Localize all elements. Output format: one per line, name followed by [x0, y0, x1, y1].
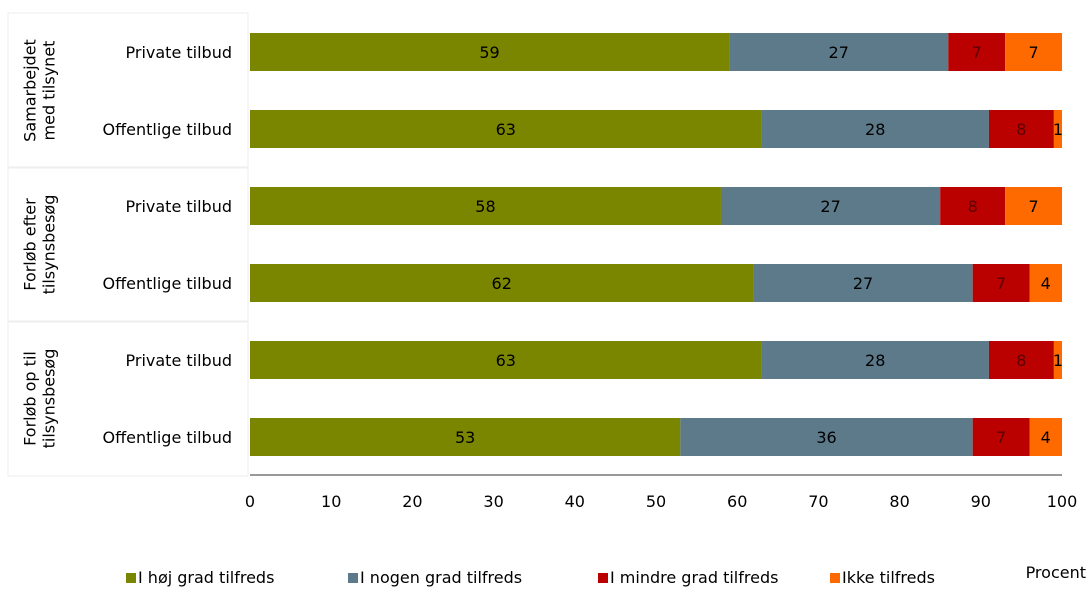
bar-segment — [948, 33, 1006, 71]
bar-segment — [250, 33, 730, 71]
legend-label: I mindre grad tilfreds — [610, 568, 778, 587]
row-label: Offentlige tilbud — [103, 274, 232, 293]
bar-segment — [1029, 264, 1062, 302]
bar-segment — [940, 187, 1006, 225]
x-tick-label: 50 — [646, 492, 666, 511]
bar-segment — [250, 264, 754, 302]
x-tick-label: 80 — [889, 492, 909, 511]
data-label: 1 — [1053, 351, 1063, 370]
group-label-line: tilsynsbesøg — [40, 195, 59, 295]
row-label: Private tilbud — [126, 197, 232, 216]
bar-segment — [250, 418, 681, 456]
group-label-line: med tilsynet — [40, 41, 59, 141]
data-label: 4 — [1041, 274, 1051, 293]
bar-segment — [753, 264, 973, 302]
data-label: 53 — [455, 428, 475, 447]
x-tick-label: 10 — [321, 492, 341, 511]
data-label: 27 — [820, 197, 840, 216]
x-axis-title: Procent — [1026, 563, 1086, 582]
bar-segment — [761, 110, 989, 148]
legend-swatch — [598, 573, 608, 583]
bar-segment — [972, 264, 1030, 302]
x-axis: 0 10 20 30 40 50 60 70 80 90 100 — [245, 474, 1078, 511]
legend-swatch — [830, 573, 840, 583]
data-label: 8 — [1016, 120, 1026, 139]
bars: 59 27 7 7 63 28 8 1 58 27 8 7 62 27 7 4 63 28 8 1 53 36 7 4 — [250, 33, 1063, 456]
group-panel — [7, 166, 249, 323]
data-label: 36 — [816, 428, 836, 447]
data-label: 4 — [1041, 428, 1051, 447]
data-label: 58 — [475, 197, 495, 216]
bar-segment — [972, 418, 1030, 456]
x-tick-label: 60 — [727, 492, 747, 511]
data-label: 59 — [479, 43, 499, 62]
bar-segment — [1053, 341, 1062, 379]
bar-segment — [250, 110, 762, 148]
group-label: Samarbejdetmed tilsynet — [21, 39, 59, 142]
data-label: 62 — [492, 274, 512, 293]
bar-segment — [761, 341, 989, 379]
bar-segment — [250, 187, 721, 225]
group-label: Forløb op tiltilsynsbesøg — [21, 349, 59, 449]
bar-segment — [988, 341, 1054, 379]
data-label: 8 — [1016, 351, 1026, 370]
row-labels: Private tilbud Offentlige tilbud Private t… — [103, 43, 232, 447]
x-tick-label: 0 — [245, 492, 255, 511]
bar-segment — [988, 110, 1054, 148]
bar-segment — [680, 418, 973, 456]
row-label: Offentlige tilbud — [103, 120, 232, 139]
x-tick-label: 40 — [565, 492, 585, 511]
legend-label: I nogen grad tilfreds — [360, 568, 522, 587]
data-label: 27 — [853, 274, 873, 293]
bar-segment — [729, 33, 949, 71]
x-tick-label: 20 — [402, 492, 422, 511]
data-label: 28 — [865, 120, 885, 139]
group-label-line: Forløb op til — [21, 351, 40, 446]
legend-label: I høj grad tilfreds — [138, 568, 274, 587]
group-label-line: Forløb efter — [21, 198, 40, 291]
x-tick-label: 30 — [483, 492, 503, 511]
bar-segment — [1053, 110, 1062, 148]
x-tick-label: 70 — [808, 492, 828, 511]
bar-segment — [720, 187, 941, 225]
bar-segment — [1005, 187, 1062, 225]
row-label: Private tilbud — [126, 43, 232, 62]
group-panel — [7, 320, 249, 477]
legend-swatch — [348, 573, 358, 583]
data-label: 27 — [829, 43, 849, 62]
group-label: Forløb eftertilsynsbesøg — [21, 195, 59, 295]
x-tick-label: 100 — [1047, 492, 1078, 511]
data-label: 8 — [968, 197, 978, 216]
data-label: 7 — [1028, 43, 1038, 62]
data-label: 28 — [865, 351, 885, 370]
row-label: Offentlige tilbud — [103, 428, 232, 447]
row-label: Private tilbud — [126, 351, 232, 370]
x-tick-label: 90 — [971, 492, 991, 511]
data-label: 1 — [1053, 120, 1063, 139]
data-label: 63 — [496, 120, 516, 139]
bar-segment — [250, 341, 762, 379]
legend-label: Ikke tilfreds — [842, 568, 935, 587]
data-label: 7 — [996, 274, 1006, 293]
bar-segment — [1029, 418, 1062, 456]
bar-segment — [1005, 33, 1062, 71]
data-label: 7 — [996, 428, 1006, 447]
group-label-line: tilsynsbesøg — [40, 349, 59, 449]
data-label: 63 — [496, 351, 516, 370]
legend: I høj grad tilfreds I nogen grad tilfreds… — [126, 568, 935, 587]
data-label: 7 — [1028, 197, 1038, 216]
group-label-line: Samarbejdet — [21, 39, 40, 142]
group-panel — [7, 12, 249, 169]
data-label: 7 — [972, 43, 982, 62]
legend-swatch — [126, 573, 136, 583]
